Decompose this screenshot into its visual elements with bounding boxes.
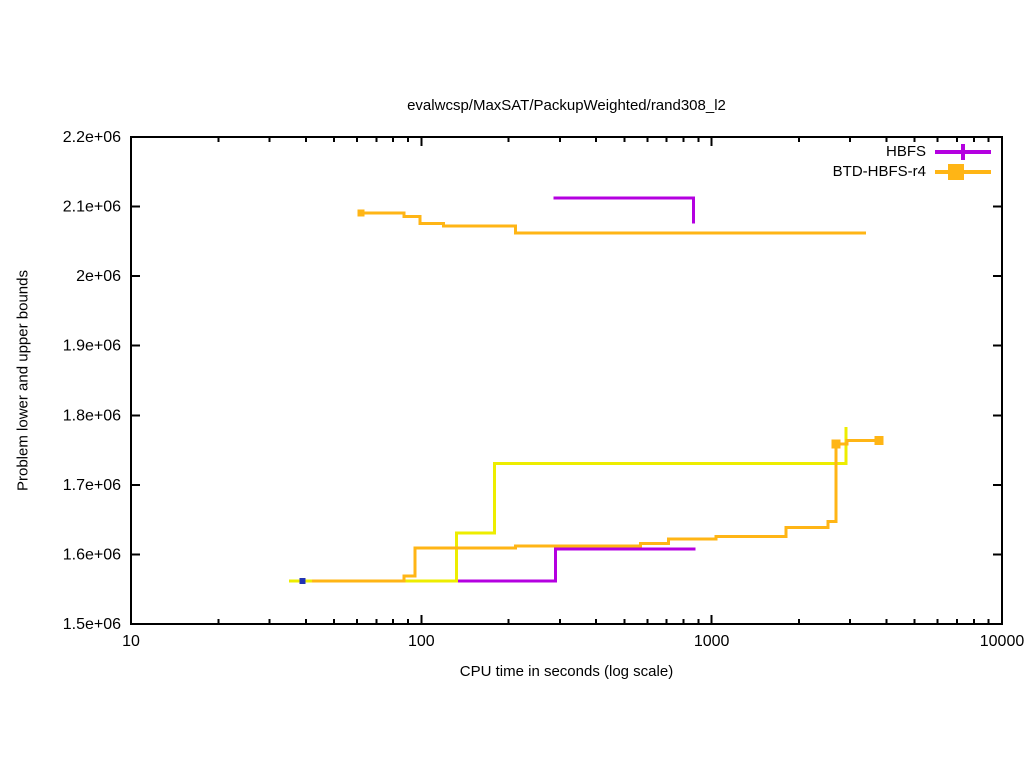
y-tick-label: 1.5e+06	[63, 616, 121, 633]
y-axis-label: Problem lower and upper bounds	[14, 270, 32, 491]
chart-title: evalwcsp/MaxSAT/PackupWeighted/rand308_l…	[407, 97, 726, 114]
x-tick-label: 100	[408, 633, 435, 650]
y-tick-label: 1.8e+06	[63, 407, 121, 424]
x-tick-label: 1000	[694, 633, 730, 650]
marker-btd-hbfs-r4-lower-bound	[874, 435, 884, 445]
series-btd-hbfs-r4-upper-bound	[361, 211, 866, 235]
series-btd-hbfs-r4-lower-bound-global	[289, 427, 848, 583]
plus-marker-icon	[961, 144, 965, 160]
legend-label-hbfs: HBFS	[885, 143, 926, 160]
y-tick-label: 2.1e+06	[63, 199, 121, 216]
legend-item-hbfs: HBFS	[833, 142, 991, 161]
square-marker-icon	[948, 164, 964, 180]
y-tick-label: 1.9e+06	[63, 338, 121, 355]
x-tick-label: 10000	[980, 633, 1024, 650]
y-tick-label: 1.7e+06	[63, 477, 121, 494]
plot-border	[130, 136, 1003, 625]
legend-swatch-btd-hbfs-r4	[935, 162, 991, 181]
y-tick-label: 1.6e+06	[63, 546, 121, 563]
series-hbfs-lower-bound	[302, 547, 696, 583]
marker-btd-hbfs-r4-upper-bound	[357, 209, 365, 217]
series-btd-hbfs-r4-lower-bound	[312, 438, 879, 583]
x-axis-label: CPU time in seconds (log scale)	[459, 663, 674, 680]
legend-item-btd-hbfs-r4: BTD-HBFS-r4	[833, 162, 991, 181]
y-tick-label: 2.2e+06	[63, 129, 121, 146]
legend: HBFS BTD-HBFS-r4	[833, 142, 991, 181]
y-tick-label: 2e+06	[76, 268, 121, 285]
x-tick-label: 10	[122, 633, 140, 650]
legend-swatch-hbfs	[935, 142, 991, 161]
series-hbfs-upper-bound	[553, 196, 696, 224]
marker-btd-hbfs-r4-lower-bound	[831, 439, 841, 449]
legend-label-btd-hbfs-r4: BTD-HBFS-r4	[832, 163, 926, 180]
marker-start-point	[299, 577, 306, 584]
